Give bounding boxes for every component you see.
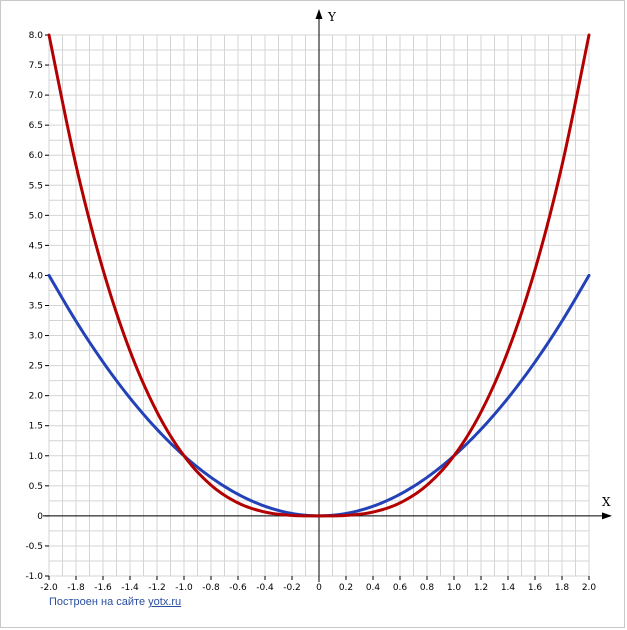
x-tick-label: 1.8: [555, 583, 570, 593]
y-tick-label: 1.5: [29, 422, 43, 432]
y-tick-label: 4.5: [29, 241, 43, 251]
x-tick-label: 1.2: [474, 583, 488, 593]
x-tick-label: 1.0: [447, 583, 462, 593]
series-line-2: [47, 33, 591, 518]
x-tick-label: 0.2: [339, 583, 353, 593]
x-axis-arrow: [602, 512, 612, 520]
y-axis-title: Y: [327, 10, 337, 24]
tick-labels: -2.0 -1.8 -1.6 -1.4 -1.2 -1.0 -0.8 -0.6 -0.4 -0.2…: [25, 31, 596, 593]
x-tick-label: -0.8: [202, 583, 220, 593]
x-tick-label: -0.2: [283, 583, 301, 593]
x-tick-label: -1.0: [175, 583, 193, 593]
y-tick-label: 5.0: [29, 211, 44, 221]
y-tick-label: 8.0: [29, 31, 44, 41]
series-group: [47, 33, 591, 518]
x-tick-label: -1.4: [121, 583, 139, 593]
footer-credit: Построен на сайте yotx.ru: [49, 596, 181, 608]
y-tick-label: 0.5: [29, 482, 43, 492]
y-axis-arrow: [315, 9, 323, 19]
y-tick-label: 3.5: [29, 302, 43, 312]
x-tick-label: -1.2: [148, 583, 166, 593]
y-tick-label: 7.5: [29, 61, 43, 71]
x-tick-label: -0.6: [229, 583, 247, 593]
y-tick-label: 2.0: [29, 392, 44, 402]
x-tick-label: -0.4: [256, 583, 274, 593]
x-tick-label: -2.0: [40, 583, 58, 593]
grid: [48, 34, 590, 577]
x-tick-label: 1.6: [528, 583, 543, 593]
y-tick-label: 4.0: [29, 271, 44, 281]
x-tick-label: 0: [316, 583, 322, 593]
footer-link[interactable]: yotx.ru: [148, 596, 182, 608]
y-tick-label: 6.0: [29, 151, 44, 161]
x-tick-label: -1.8: [67, 583, 85, 593]
footer-text: Построен на сайте: [49, 596, 146, 608]
y-tick-label: -1.0: [25, 572, 43, 582]
x-tick-label: -1.6: [94, 583, 112, 593]
x-tick-label: 0.6: [393, 583, 408, 593]
x-tick-label: 1.4: [501, 583, 516, 593]
y-tick-label: 3.0: [29, 332, 44, 342]
x-tick-label: 0.8: [420, 583, 435, 593]
x-tick-label: 0.4: [366, 583, 381, 593]
y-tick-label: 6.5: [29, 121, 43, 131]
y-tick-label: 7.0: [29, 91, 44, 101]
x-tick-label: 2.0: [582, 583, 597, 593]
y-tick-label: 1.0: [29, 452, 44, 462]
y-tick-label: 0: [37, 512, 43, 522]
y-tick-label: 5.5: [29, 181, 43, 191]
x-axis-title: X: [602, 495, 611, 509]
y-tick-label: -0.5: [25, 542, 43, 552]
y-tick-label: 2.5: [29, 362, 43, 372]
